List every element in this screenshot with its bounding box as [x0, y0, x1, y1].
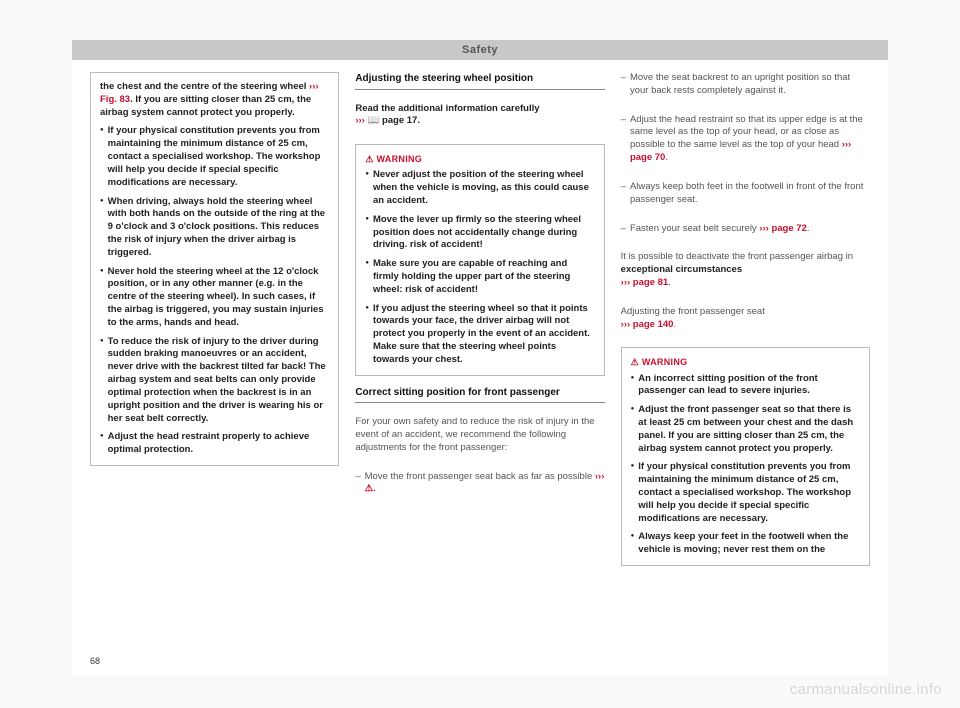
bullet: If your physical constitution prevents y… — [100, 125, 329, 189]
page-number: 68 — [90, 656, 100, 666]
text: If your physical constitution prevents y… — [638, 461, 860, 525]
continued-note-box: the chest and the centre of the steering… — [90, 72, 339, 466]
watermark: carmanualsonline.info — [790, 681, 942, 698]
bullet: An incorrect sitting position of the fro… — [631, 373, 860, 399]
text: If you adjust the steering wheel so that… — [373, 303, 595, 367]
text: To reduce the risk of injury to the driv… — [108, 336, 330, 426]
dash-item: Move the front passenger seat back as fa… — [355, 471, 604, 497]
text: Move the seat backrest to an upright pos… — [630, 72, 870, 98]
t: . — [673, 319, 676, 330]
page-ref: ››› page 81 — [621, 277, 669, 288]
para: the chest and the centre of the steering… — [100, 81, 329, 119]
box-body: the chest and the centre of the steering… — [100, 81, 329, 457]
dash-item: Adjust the head restraint so that its up… — [621, 114, 870, 165]
column-1: the chest and the centre of the steering… — [90, 72, 339, 566]
text: Always keep both feet in the footwell in… — [630, 181, 870, 207]
book-icon: 📖 — [367, 115, 379, 126]
t: Move the front passenger seat back as fa… — [365, 471, 595, 482]
t: Adjust the head restraint so that its up… — [630, 114, 863, 151]
text: the chest and the centre of the steering… — [100, 81, 309, 92]
page-ref: ››› page 140 — [621, 319, 674, 330]
text: If your physical constitution prevents y… — [108, 125, 330, 189]
text: Always keep your feet in the footwell wh… — [638, 531, 860, 557]
bullet: To reduce the risk of injury to the driv… — [100, 336, 329, 426]
text: Never adjust the position of the steerin… — [373, 169, 595, 207]
column-3: Move the seat backrest to an upright pos… — [621, 72, 870, 566]
bullet: Never adjust the position of the steerin… — [365, 169, 594, 207]
para: Adjusting the front passenger seat ››› pa… — [621, 306, 870, 332]
para: It is possible to deactivate the front p… — [621, 251, 870, 289]
column-2: Adjusting the steering wheel position Re… — [355, 72, 604, 566]
bullet: Adjust the front passenger seat so that … — [631, 404, 860, 455]
warning-box: An incorrect sitting position of the fro… — [621, 347, 870, 566]
text: Fasten your seat belt securely ››› page … — [630, 223, 810, 236]
bullet: Move the lever up firmly so the steering… — [365, 214, 594, 252]
bullet: Never hold the steering wheel at the 12 … — [100, 266, 329, 330]
bullet: If your physical constitution prevents y… — [631, 461, 860, 525]
text: Adjust the front passenger seat so that … — [638, 404, 860, 455]
t: It is possible to deactivate the front p… — [621, 251, 853, 262]
book-ref: ››› 📖 — [355, 115, 382, 126]
content-columns: the chest and the centre of the steering… — [72, 60, 888, 566]
para: For your own safety and to reduce the ri… — [355, 416, 604, 454]
text: Adjust the head restraint properly to ac… — [108, 431, 330, 457]
text: Move the front passenger seat back as fa… — [365, 471, 605, 497]
text: Never hold the steering wheel at the 12 … — [108, 266, 330, 330]
t: Adjusting the front passenger seat — [621, 306, 765, 317]
box-body: Never adjust the position of the steerin… — [365, 169, 594, 366]
text: An incorrect sitting position of the fro… — [638, 373, 860, 399]
t: exceptional circumstances — [621, 264, 742, 275]
para: Read the additional information carefull… — [355, 103, 604, 129]
text: page 17. — [382, 115, 420, 126]
box-body: An incorrect sitting position of the fro… — [631, 373, 860, 558]
t: . — [668, 277, 671, 288]
dash-item: Fasten your seat belt securely ››› page … — [621, 223, 870, 236]
t: . — [807, 223, 810, 234]
t: Fasten your seat belt securely — [630, 223, 759, 234]
text: Adjust the head restraint so that its up… — [630, 114, 870, 165]
text: . If you are sitting closer than 25 cm, … — [100, 94, 311, 118]
dash-item: Move the seat backrest to an upright pos… — [621, 72, 870, 98]
text: Move the lever up firmly so the steering… — [373, 214, 595, 252]
section-header: Safety — [72, 40, 888, 60]
text: When driving, always hold the steering w… — [108, 196, 330, 260]
bullet: If you adjust the steering wheel so that… — [365, 303, 594, 367]
bullet: Adjust the head restraint properly to ac… — [100, 431, 329, 457]
page: Safety the chest and the centre of the s… — [72, 40, 888, 676]
page-ref: ››› page 72 — [759, 223, 807, 234]
section-heading: Adjusting the steering wheel position — [355, 72, 604, 90]
section-title: Safety — [462, 44, 498, 56]
text: Make sure you are capable of reaching an… — [373, 258, 595, 296]
section-heading: Correct sitting position for front passe… — [355, 386, 604, 404]
dash-item: Always keep both feet in the footwell in… — [621, 181, 870, 207]
t: . — [665, 152, 668, 163]
bullet: Make sure you are capable of reaching an… — [365, 258, 594, 296]
text: Read the additional information carefull… — [355, 103, 539, 114]
bullet: When driving, always hold the steering w… — [100, 196, 329, 260]
warning-box: Never adjust the position of the steerin… — [355, 144, 604, 376]
bullet: Always keep your feet in the footwell wh… — [631, 531, 860, 557]
